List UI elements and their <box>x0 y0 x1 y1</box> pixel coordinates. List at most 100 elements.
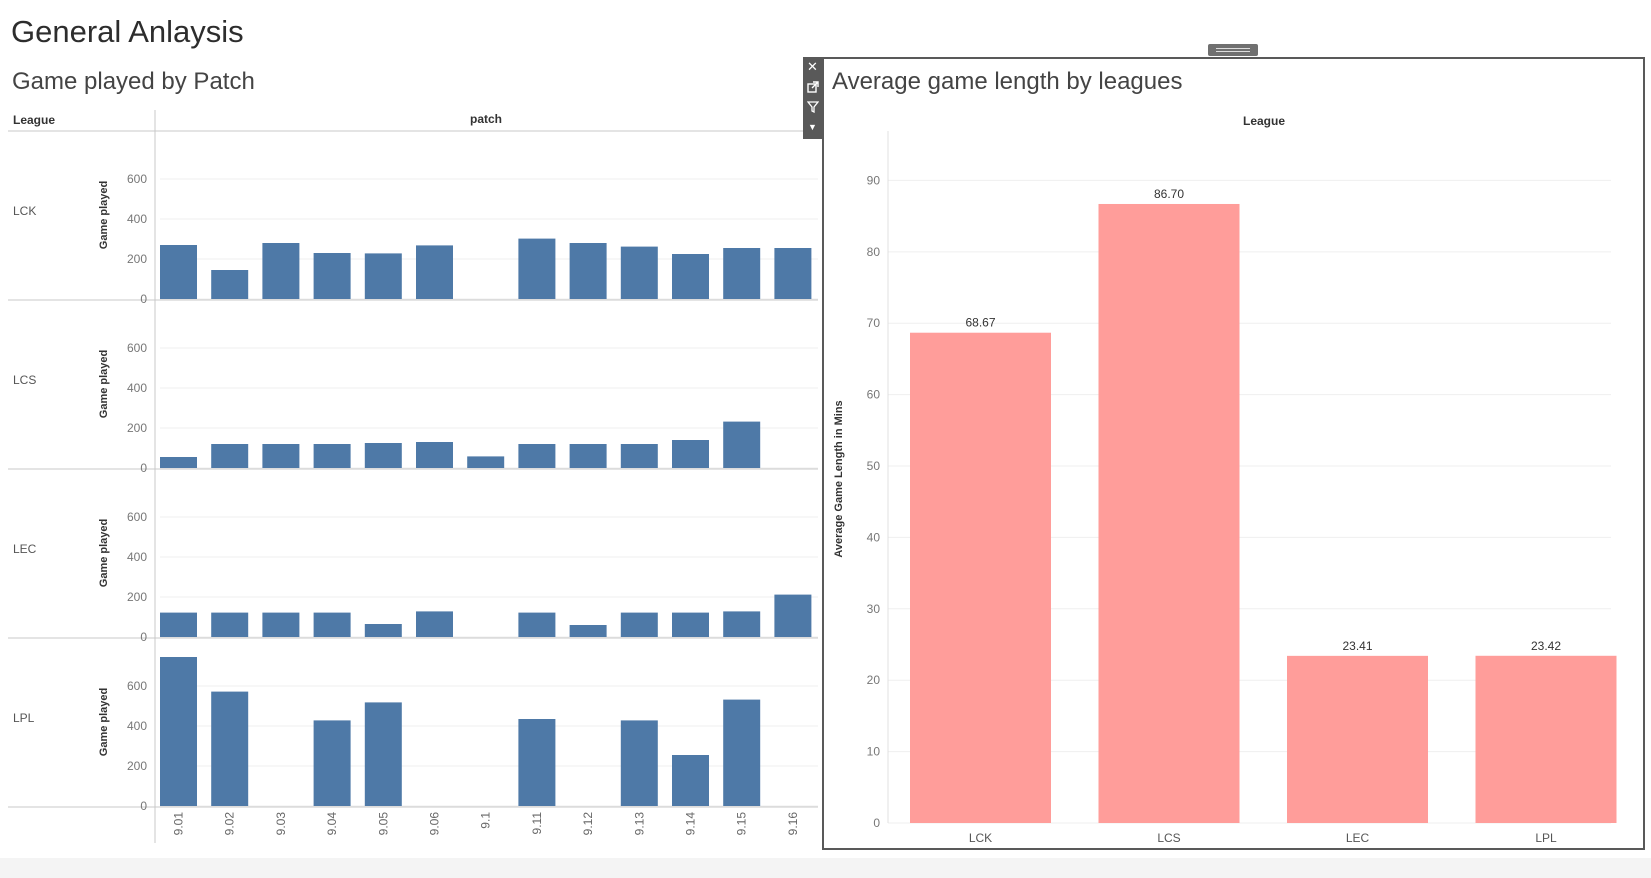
bar-lck-9-04[interactable] <box>313 253 351 299</box>
bar-lcs-9-03[interactable] <box>262 444 300 468</box>
y-axis-title: Game played <box>98 181 110 249</box>
bar-lck-9-14[interactable] <box>672 254 709 299</box>
bar-lec-9-11[interactable] <box>518 612 556 637</box>
bar-lpl-9-13[interactable] <box>620 720 658 806</box>
x-tick-label-9-03: 9.03 <box>274 812 288 836</box>
bar-lec-9-12[interactable] <box>569 625 607 637</box>
y-tick-label: 90 <box>867 173 881 187</box>
bar-lec-9-01[interactable] <box>160 612 197 637</box>
y-tick-label: 0 <box>873 816 880 830</box>
bar-lpl-9-05[interactable] <box>364 702 402 806</box>
bar-lcs-9-11[interactable] <box>518 444 556 468</box>
bar-lec-9-15[interactable] <box>723 611 761 637</box>
bar-lcs-9-12[interactable] <box>569 444 607 468</box>
bar-lcs-9-04[interactable] <box>313 444 351 468</box>
bar-lpl[interactable] <box>1475 655 1617 823</box>
y-tick-label: 40 <box>867 530 881 544</box>
bar-lec-9-13[interactable] <box>620 612 658 637</box>
x-tick-label-9-01: 9.01 <box>172 812 186 836</box>
x-tick-label-9-12: 9.12 <box>581 812 595 836</box>
y-tick-label: 80 <box>867 245 881 259</box>
bar-lec-9-05[interactable] <box>364 624 402 637</box>
x-tick-label-lpl: LPL <box>1535 831 1557 845</box>
bar-lck-9-13[interactable] <box>620 246 658 299</box>
y-tick-label: 0 <box>140 461 147 475</box>
bar-lec-9-03[interactable] <box>262 612 300 637</box>
y-tick-label: 600 <box>127 172 147 186</box>
bar-lck-9-02[interactable] <box>211 270 249 299</box>
x-tick-label-9-15: 9.15 <box>735 812 749 836</box>
bar-lcs-9-15[interactable] <box>723 421 761 468</box>
bar-lcs-9-1[interactable] <box>467 456 505 468</box>
x-tick-label-9-14: 9.14 <box>684 812 698 836</box>
bar-lec-9-06[interactable] <box>416 611 453 637</box>
bar-lpl-9-11[interactable] <box>518 719 556 806</box>
y-tick-label: 600 <box>127 510 147 524</box>
y-tick-label: 400 <box>127 212 147 226</box>
bar-lec-9-02[interactable] <box>211 612 249 637</box>
y-tick-label: 200 <box>127 421 147 435</box>
bar-lcs-9-02[interactable] <box>211 444 249 468</box>
bar-lpl-9-01[interactable] <box>160 657 197 806</box>
column-header-patch: patch <box>470 112 502 126</box>
y-tick-label: 200 <box>127 590 147 604</box>
bar-lck-9-06[interactable] <box>416 245 453 299</box>
row-label-lpl: LPL <box>13 711 35 725</box>
y-tick-label: 400 <box>127 550 147 564</box>
bar-lcs-9-05[interactable] <box>364 443 402 468</box>
row-label-lck: LCK <box>13 204 36 218</box>
x-tick-label-lcs: LCS <box>1157 831 1180 845</box>
y-tick-label: 60 <box>867 388 881 402</box>
y-tick-label: 400 <box>127 719 147 733</box>
y-tick-label: 600 <box>127 679 147 693</box>
row-header-league: League <box>13 113 55 127</box>
bar-lck[interactable] <box>910 332 1051 823</box>
bar-lcs-9-01[interactable] <box>160 457 197 468</box>
bar-lck-9-01[interactable] <box>160 245 197 299</box>
y-tick-label: 600 <box>127 341 147 355</box>
y-axis-title: Game played <box>98 688 110 756</box>
column-header-league: League <box>1243 114 1285 128</box>
y-tick-label: 50 <box>867 459 881 473</box>
close-icon[interactable]: ✕ <box>807 59 818 74</box>
bar-lpl-9-14[interactable] <box>672 755 709 806</box>
bar-lpl-9-04[interactable] <box>313 720 351 806</box>
selected-sheet-frame[interactable] <box>822 57 1645 850</box>
x-tick-label-9-02: 9.02 <box>223 812 237 836</box>
row-label-lcs: LCS <box>13 373 36 387</box>
bar-lcs[interactable] <box>1098 203 1240 823</box>
data-label-lpl: 23.42 <box>1531 639 1561 653</box>
bar-lec[interactable] <box>1287 655 1428 823</box>
y-tick-label: 20 <box>867 673 881 687</box>
dashboard-title: General Anlaysis <box>11 14 244 49</box>
bar-lck-9-15[interactable] <box>723 248 761 299</box>
bar-lpl-9-02[interactable] <box>211 691 249 806</box>
popout-icon[interactable] <box>803 77 822 97</box>
drag-handle[interactable] <box>1208 44 1258 56</box>
bar-lcs-9-13[interactable] <box>620 444 658 468</box>
bar-lck-9-11[interactable] <box>518 238 556 299</box>
row-label-lec: LEC <box>13 542 37 556</box>
left-chart-title: Game played by Patch <box>12 68 255 95</box>
bar-lcs-9-06[interactable] <box>416 442 453 468</box>
chevron-down-icon[interactable]: ▼ <box>808 122 817 132</box>
y-tick-label: 400 <box>127 381 147 395</box>
bar-lck-9-05[interactable] <box>364 253 402 299</box>
bar-lck-9-16[interactable] <box>774 248 812 299</box>
bar-lpl-9-15[interactable] <box>723 699 761 806</box>
y-tick-label: 0 <box>140 292 147 306</box>
x-tick-label-9-1: 9.1 <box>479 812 493 829</box>
data-label-lec: 23.41 <box>1342 639 1372 653</box>
bar-lcs-9-14[interactable] <box>672 440 709 468</box>
bar-lec-9-16[interactable] <box>774 594 812 637</box>
x-tick-label-9-05: 9.05 <box>376 812 390 836</box>
filter-icon[interactable] <box>803 97 822 117</box>
x-tick-label-9-04: 9.04 <box>325 812 339 836</box>
bar-lec-9-14[interactable] <box>672 612 709 637</box>
x-tick-label-lec: LEC <box>1346 831 1370 845</box>
bar-lck-9-03[interactable] <box>262 243 300 299</box>
bar-lck-9-12[interactable] <box>569 243 607 299</box>
bar-lec-9-04[interactable] <box>313 612 351 637</box>
y-tick-label: 10 <box>867 745 881 759</box>
y-axis-title: Game played <box>98 350 110 418</box>
